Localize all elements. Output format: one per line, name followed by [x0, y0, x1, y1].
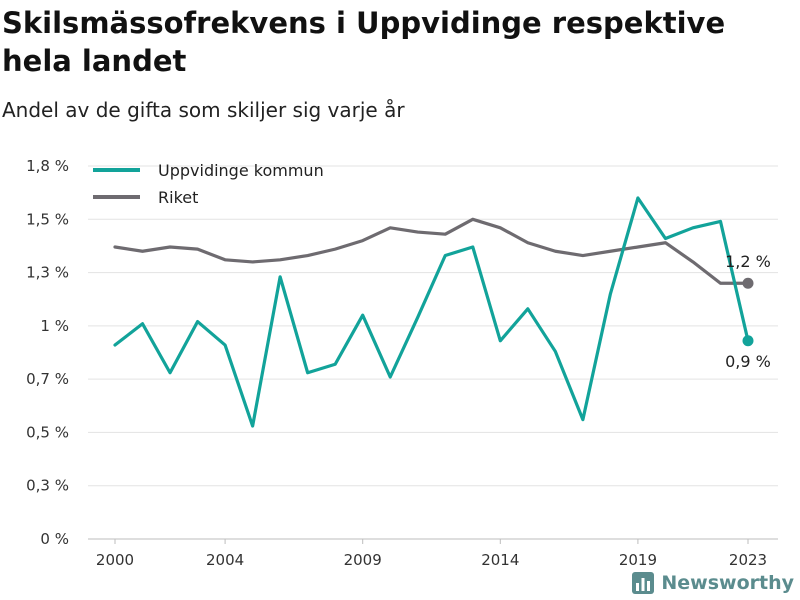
legend-label: Riket [158, 188, 198, 207]
y-tick-label: 1,5 % [26, 210, 69, 228]
chart-title: Skilsmässofrekvens i Uppvidinge respekti… [2, 6, 726, 78]
x-tick-label: 2019 [619, 551, 657, 569]
y-tick-label: 0,5 % [26, 423, 69, 441]
gridlines [88, 165, 778, 540]
series-line [113, 217, 750, 285]
legend: Uppvidinge kommun Riket [93, 161, 324, 207]
brand-name: Newsworthy [661, 572, 794, 594]
y-tick-label: 0 % [40, 530, 69, 548]
chart-subtitle: Andel av de gifta som skiljer sig varje … [2, 98, 405, 122]
legend-label: Uppvidinge kommun [158, 161, 324, 180]
end-point [742, 277, 754, 289]
end-labels: 0,9 % 1,2 % [725, 252, 771, 371]
y-tick-label: 0,3 % [26, 477, 69, 495]
y-tick-label: 0,7 % [26, 370, 69, 388]
series-line [113, 196, 750, 428]
end-point [742, 335, 754, 347]
end-value-label: 1,2 % [725, 252, 771, 271]
y-tick-label: 1 % [40, 317, 69, 335]
end-value-label: 0,9 % [725, 352, 771, 371]
x-tick-label: 2023 [729, 551, 767, 569]
x-tick-label: 2009 [344, 551, 382, 569]
newsworthy-logo: Newsworthy [631, 571, 794, 595]
x-tick-label: 2000 [96, 551, 134, 569]
bar-chart-icon [632, 572, 655, 594]
y-tick-label: 1,8 % [26, 157, 69, 175]
x-tick-label: 2004 [206, 551, 244, 569]
y-tick-label: 1,3 % [26, 264, 69, 282]
y-axis-ticks: 0 % 0,3 % 0,5 % 0,7 % 1 % 1,3 % 1,5 % 1,8 % [26, 157, 69, 548]
x-axis-ticks: 2000 2004 2009 2014 2019 2023 [96, 539, 767, 569]
x-tick-label: 2014 [481, 551, 519, 569]
series-lines [113, 196, 750, 428]
